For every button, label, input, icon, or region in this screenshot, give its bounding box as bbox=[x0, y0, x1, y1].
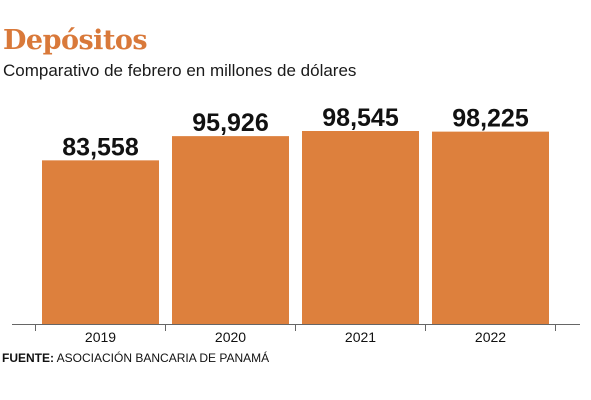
bar-value-label: 98,225 bbox=[452, 105, 529, 133]
x-tick-label: 2020 bbox=[215, 329, 246, 345]
x-tick-label: 2019 bbox=[85, 329, 116, 345]
bar-2021 bbox=[302, 131, 419, 324]
x-tick-label: 2021 bbox=[345, 329, 376, 345]
x-tick-label: 2022 bbox=[475, 329, 506, 345]
chart-title: Depósitos bbox=[3, 25, 148, 56]
bar-value-label: 98,545 bbox=[322, 104, 399, 132]
bar-value-label: 95,926 bbox=[192, 109, 268, 137]
bar-2019 bbox=[42, 160, 159, 324]
source-text: ASOCIACIÓN BANCARIA DE PANAMÁ bbox=[56, 351, 270, 365]
bar-value-label: 83,558 bbox=[62, 133, 139, 161]
bar-2022 bbox=[432, 131, 549, 324]
bar-2020 bbox=[172, 136, 289, 324]
bar-chart: 83,558 95,926 98,545 98,225 2019 2020 2021 202… bbox=[12, 104, 580, 345]
bars-layer: 83,558 95,926 98,545 98,225 bbox=[42, 104, 549, 324]
x-tick-layer: 2019 2020 2021 2022 bbox=[35, 324, 556, 345]
chart-subtitle: Comparativo de febrero en millones de dó… bbox=[3, 61, 357, 80]
source-label: FUENTE: bbox=[2, 351, 54, 365]
source-note: FUENTE: ASOCIACIÓN BANCARIA DE PANAMÁ bbox=[2, 351, 269, 365]
